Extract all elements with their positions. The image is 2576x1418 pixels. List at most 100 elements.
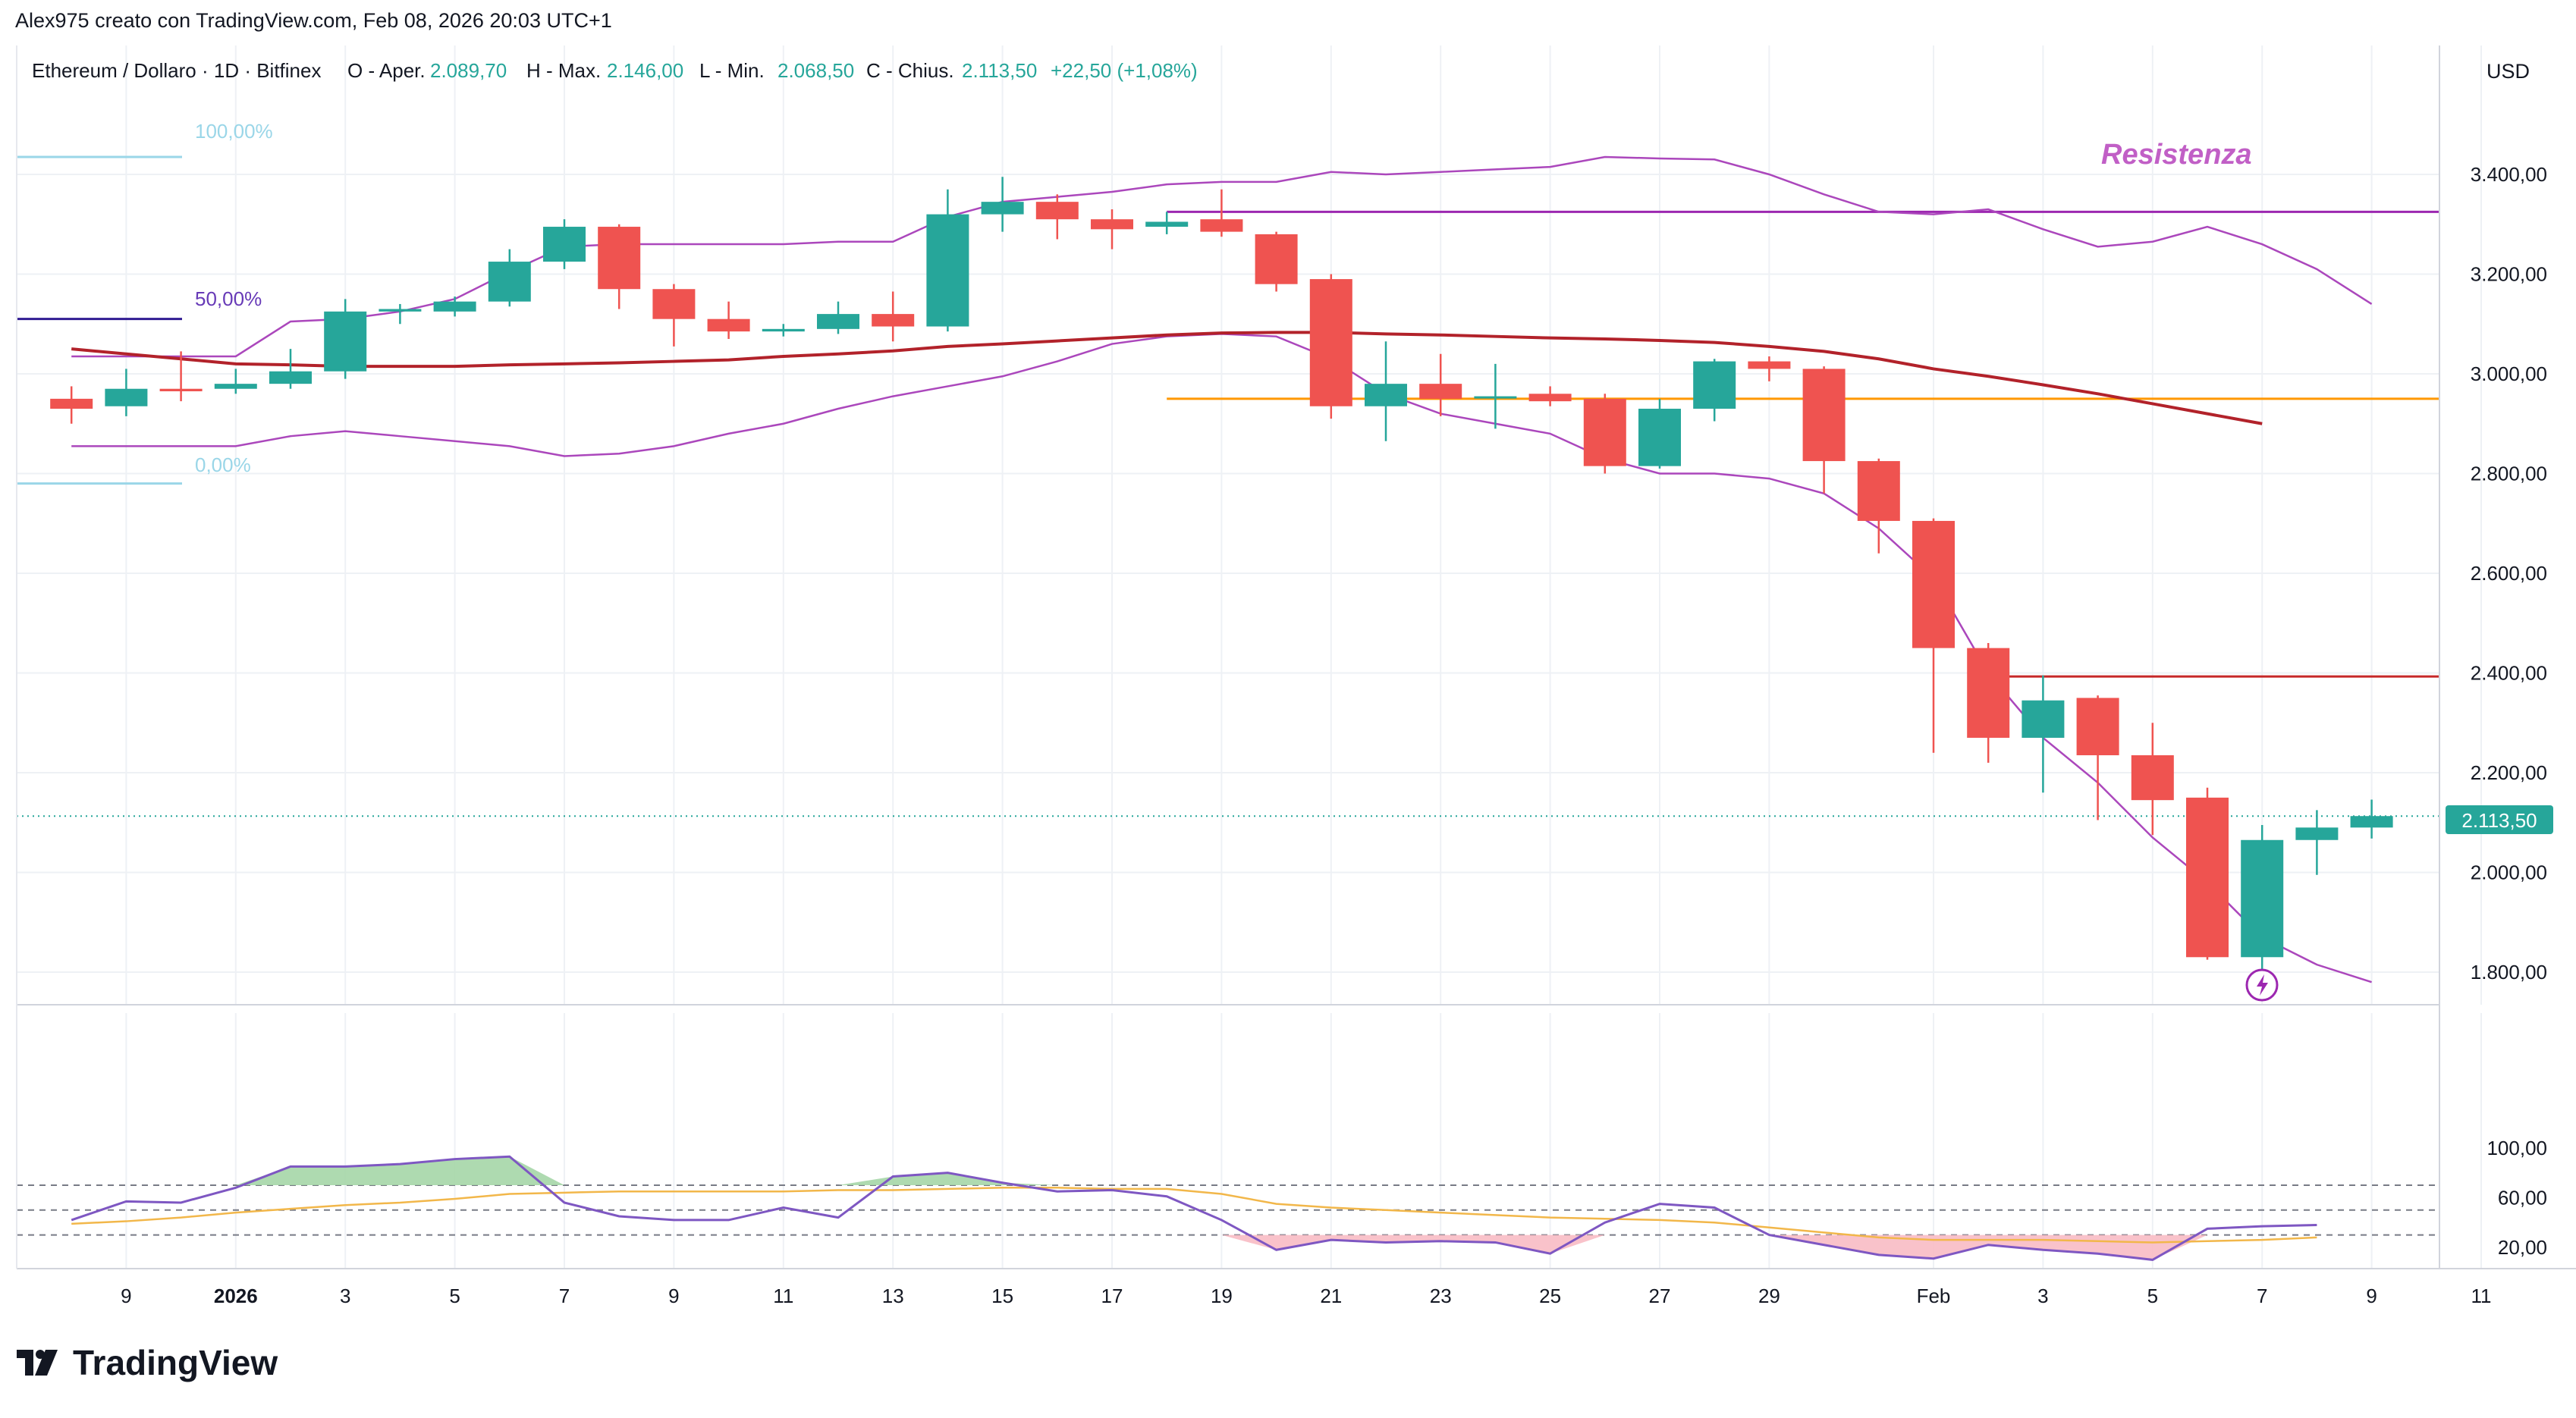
candle-body (488, 262, 531, 302)
candle-body (598, 227, 641, 290)
legend-low-value: 2.068,50 (778, 59, 854, 82)
x-tick-label: 3 (2037, 1285, 2048, 1307)
candles (50, 177, 2393, 1000)
tradingview-logo-icon (17, 1350, 58, 1376)
candle-body (159, 388, 203, 392)
candle-body (433, 301, 476, 312)
moving-average-line (71, 331, 2263, 425)
x-tick-label: 25 (1539, 1285, 1561, 1307)
candle-body (543, 227, 586, 262)
y-tick-label: 2.200,00 (2471, 761, 2547, 784)
candle-body (1145, 221, 1189, 227)
candle-body (926, 214, 969, 327)
resistance-annotation: Resistenza (2101, 139, 2252, 171)
candle-body (2350, 816, 2393, 828)
legend-high-label: H - Max. (526, 59, 601, 82)
candle-body (1857, 461, 1900, 521)
x-tick-label: 3 (340, 1285, 350, 1307)
x-tick-label: 29 (1758, 1285, 1780, 1307)
legend-symbol: Ethereum / Dollaro · 1D · Bitfinex (32, 59, 321, 82)
y-tick-label: 1.800,00 (2471, 961, 2547, 984)
x-tick-label: 13 (882, 1285, 904, 1307)
candle-body (1693, 361, 1736, 409)
fib-label-50: 50,00% (195, 287, 262, 310)
rsi-ma-line (71, 1187, 2317, 1244)
legend-high-value: 2.146,00 (607, 59, 683, 82)
candle-body (1748, 361, 1791, 369)
candle-body (2022, 700, 2065, 738)
x-tick-label: 7 (559, 1285, 570, 1307)
candle-body (1365, 384, 1407, 406)
candle-body (214, 384, 257, 389)
y-tick-label: 2.600,00 (2471, 562, 2547, 585)
alert-icon[interactable] (2245, 968, 2279, 1002)
rsi-tick-label: 100,00 (2486, 1137, 2547, 1159)
candle-body (872, 314, 915, 327)
legend-close-label: C - Chius. (866, 59, 954, 82)
rsi-tick-label: 20,00 (2498, 1236, 2547, 1259)
candle-body (1419, 384, 1462, 399)
y-tick-label: 2.000,00 (2471, 861, 2547, 884)
y-tick-label: 3.000,00 (2471, 362, 2547, 385)
candle-body (324, 311, 367, 372)
x-tick-label: 21 (1320, 1285, 1342, 1307)
candle-body (1638, 409, 1681, 466)
x-tick-label: 19 (1211, 1285, 1233, 1307)
x-tick-label: 7 (2257, 1285, 2267, 1307)
fib-label-100: 100,00% (195, 120, 273, 143)
legend-open-label: O - Aper. (347, 59, 426, 82)
legend-change: +22,50 (+1,08%) (1051, 59, 1198, 82)
candle-body (762, 328, 805, 332)
x-tick-label: 9 (121, 1285, 131, 1307)
candle-body (1802, 369, 1846, 462)
currency-label[interactable]: USD (2486, 60, 2530, 83)
candle-body (2076, 698, 2119, 755)
x-tick-label: 11 (2471, 1285, 2492, 1307)
rsi-line (71, 1155, 2317, 1261)
fib-label-0: 0,00% (195, 453, 251, 476)
x-tick-label: 5 (2147, 1285, 2158, 1307)
candle-body (1967, 648, 2010, 738)
x-tick-label: 23 (1430, 1285, 1452, 1307)
candle-body (1035, 202, 1079, 220)
indicator-lines (17, 155, 2439, 984)
candle-body (50, 398, 93, 409)
rsi-tick-label: 60,00 (2498, 1186, 2547, 1209)
candle-body (1200, 219, 1243, 232)
rsi-pane: 100,00 60,00 20,00 (17, 1137, 2547, 1261)
chart-caption: Alex975 creato con TradingView.com, Feb … (15, 9, 612, 32)
x-tick-label: 9 (668, 1285, 679, 1307)
x-tick-label: Feb (1917, 1285, 1951, 1307)
legend-low-label: L - Min. (699, 59, 765, 82)
tradingview-logo: TradingView (17, 1342, 278, 1383)
grid (17, 45, 2482, 1269)
rsi-oversold-fill (1221, 1234, 1605, 1254)
y-tick-label: 3.400,00 (2471, 163, 2547, 186)
candle-body (105, 388, 148, 406)
axes: 3.400,00 3.200,00 3.000,00 2.800,00 2.600,00… (16, 45, 2576, 1307)
candle-body (2186, 797, 2229, 958)
candle-body (1255, 234, 1298, 284)
candle-body (2131, 754, 2174, 801)
last-price-badge-bg (2446, 805, 2553, 834)
x-tick-label: 27 (1649, 1285, 1671, 1307)
rsi-overbought-fill (235, 1156, 1057, 1185)
candle-body (652, 289, 696, 319)
x-tick-label: 2026 (214, 1285, 258, 1307)
candle-body (817, 314, 859, 329)
candle-body (981, 202, 1024, 215)
candle-body (1474, 396, 1517, 399)
candle-body (269, 371, 312, 384)
x-tick-label: 15 (991, 1285, 1013, 1307)
rsi-oversold-fill (1714, 1234, 2263, 1260)
x-tick-label: 11 (773, 1285, 793, 1307)
y-tick-label: 2.400,00 (2471, 662, 2547, 685)
candle-body (1583, 398, 1626, 466)
candle-body (379, 309, 422, 312)
candle-body (1309, 279, 1352, 406)
x-tick-label: 17 (1101, 1285, 1123, 1307)
candle-body (2241, 839, 2284, 958)
candle-body (707, 318, 750, 332)
last-price-badge: 2.113,50 (2461, 809, 2537, 832)
